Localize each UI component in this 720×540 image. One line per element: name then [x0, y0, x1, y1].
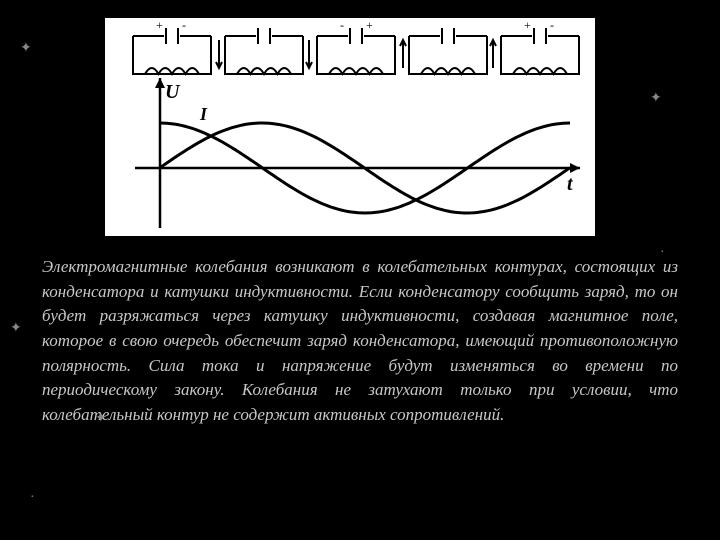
star-glint: ✦ — [650, 90, 662, 107]
star-glint: ✦ — [10, 320, 22, 337]
svg-text:-: - — [550, 18, 554, 32]
svg-text:+: + — [524, 18, 531, 32]
physics-diagram: + - - + + - U I t — [105, 18, 595, 236]
svg-text:U: U — [165, 81, 181, 103]
star-glint: · — [30, 490, 35, 506]
svg-text:-: - — [340, 18, 344, 32]
oscillation-diagram-svg: + - - + + - U I t — [105, 18, 595, 236]
svg-text:t: t — [567, 173, 574, 195]
svg-text:I: I — [199, 104, 208, 124]
svg-text:-: - — [182, 18, 186, 32]
description-text: Электромагнитные колебания возникают в к… — [42, 255, 678, 427]
star-glint: ✦ — [20, 40, 32, 57]
slide-root: + - - + + - U I t Электромагнитные колебания … — [0, 0, 720, 540]
svg-text:+: + — [366, 18, 373, 32]
svg-text:+: + — [156, 18, 163, 32]
